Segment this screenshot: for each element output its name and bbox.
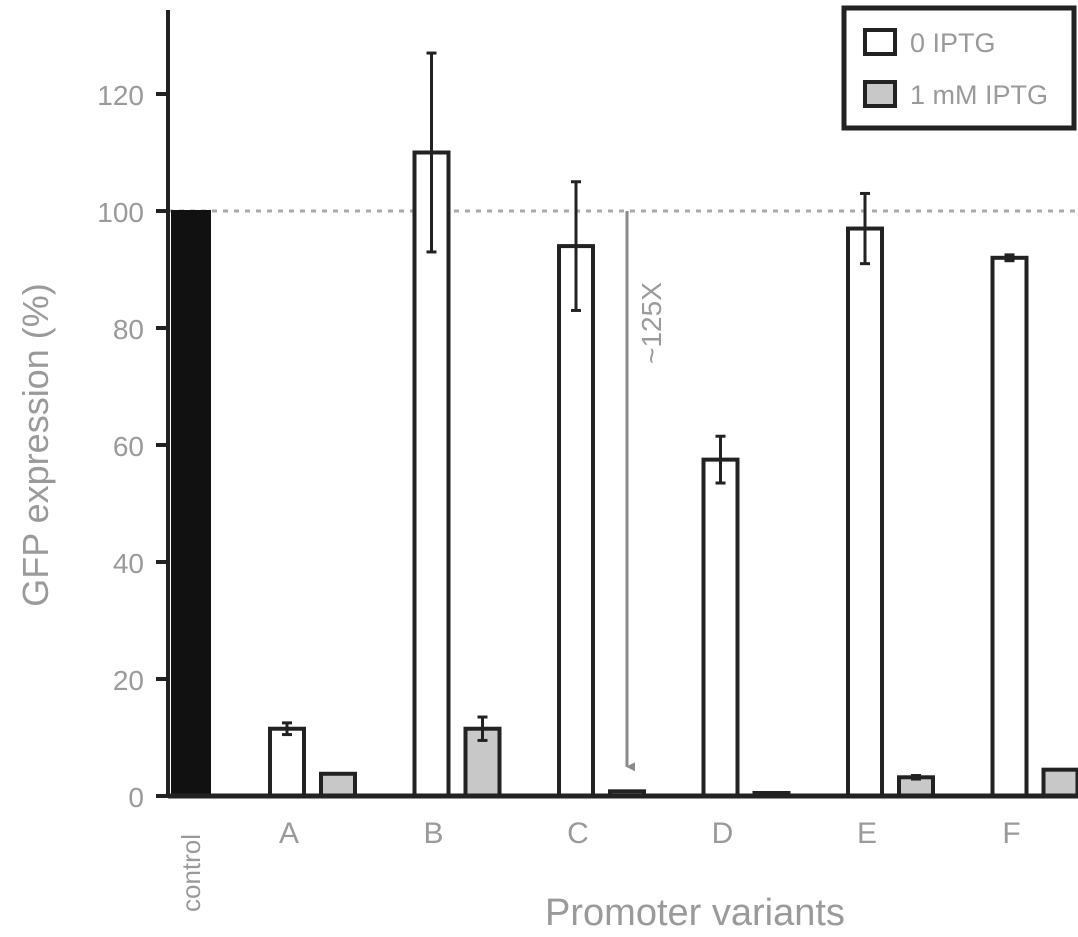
legend-swatch-0-iptg	[863, 28, 897, 56]
x-tick-label-f: F	[1002, 817, 1020, 850]
y-tick-label-40: 40	[113, 548, 144, 579]
legend-label-0-iptg: 0 IPTG	[910, 28, 996, 58]
legend-label-1mm-iptg: 1 mM IPTG	[910, 80, 1048, 110]
y-tick-label-60: 60	[113, 431, 144, 462]
y-tick-label-20: 20	[113, 665, 144, 696]
plot-area: 0 20 40 60 80 100 120 control A B C D E F ~125X	[97, 10, 1078, 912]
legend-swatch-1mm-iptg	[863, 80, 897, 108]
bar-e-series-0	[846, 226, 884, 799]
bar-f-series-0	[990, 255, 1029, 798]
bar-d-series-0	[701, 457, 740, 798]
y-tick-label-100: 100	[97, 197, 144, 228]
bar-f-series-1	[1041, 767, 1078, 798]
bar-b-series-0	[412, 150, 451, 798]
bar-a-series-1	[319, 771, 357, 799]
x-tick-label-d: D	[712, 817, 734, 850]
y-tick-label-0: 0	[128, 782, 144, 813]
y-tick-label-120: 120	[97, 80, 144, 111]
x-tick-label-e: E	[857, 817, 877, 850]
bar-a-series-0	[268, 726, 306, 798]
legend: 0 IPTG 1 mM IPTG	[841, 5, 1077, 131]
annotation-label: ~125X	[636, 282, 667, 364]
y-axis-label: GFP expression (%)	[15, 283, 56, 606]
x-tick-label-b: B	[423, 817, 443, 850]
bar-c-series-0	[557, 244, 595, 799]
x-tick-label-control: control	[176, 834, 206, 912]
legend-box	[841, 5, 1077, 131]
y-tick-label-80: 80	[113, 314, 144, 345]
x-tick-label-a: A	[279, 817, 299, 850]
x-tick-label-c: C	[567, 817, 589, 850]
x-axis-label: Promoter variants	[545, 892, 845, 934]
bar-control	[171, 210, 211, 797]
